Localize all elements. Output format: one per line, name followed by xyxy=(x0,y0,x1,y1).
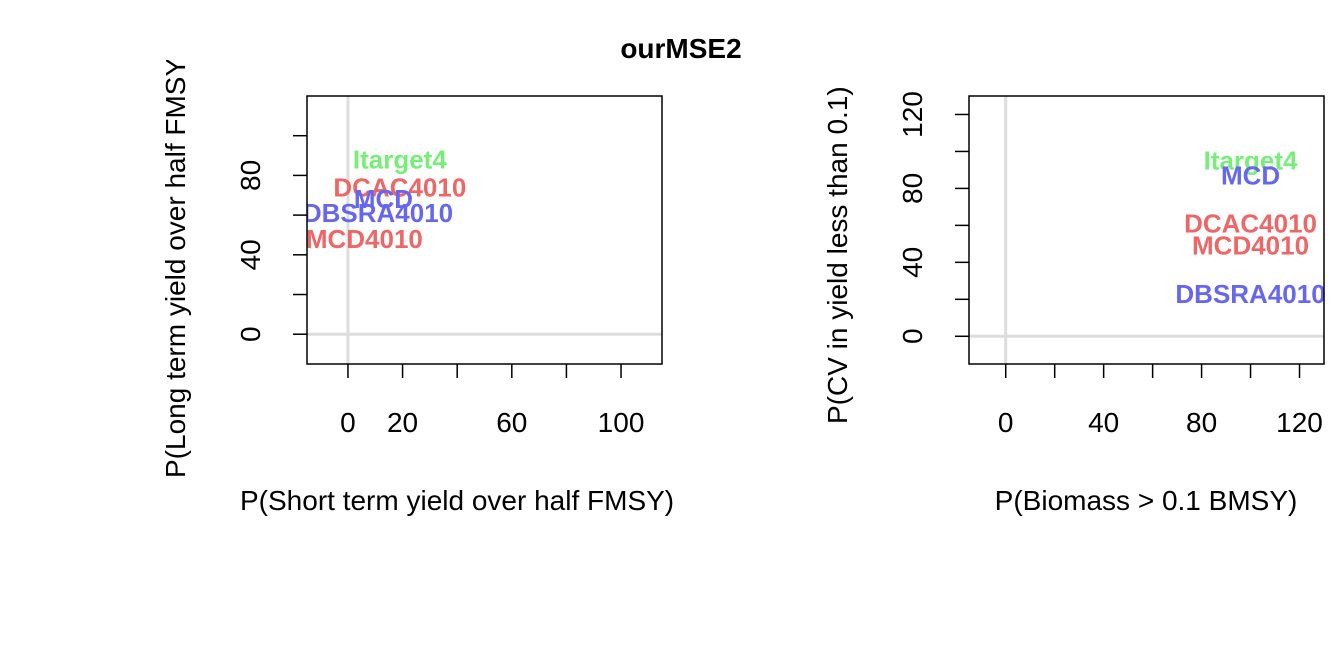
chart-title: ourMSE2 xyxy=(620,33,741,64)
y-tick-label-2: 40 xyxy=(897,247,928,278)
point-label-dbsra4010: DBSRA4010 xyxy=(303,198,453,228)
y-tick-label-2: 0 xyxy=(897,328,928,344)
x-axis-1: 0 20 60 100 xyxy=(340,364,644,438)
y-tick-label-1: 0 xyxy=(235,326,266,342)
point-label-mcd4010: MCD4010 xyxy=(1192,231,1309,261)
x-tick-label-2: 40 xyxy=(1088,407,1119,438)
x-tick-label-2: 0 xyxy=(998,407,1014,438)
x-tick-label-2: 80 xyxy=(1186,407,1217,438)
point-label-dbsra4010: DBSRA4010 xyxy=(1175,279,1325,309)
x-tick-label-2: 120 xyxy=(1276,407,1323,438)
point-label-mcd: MCD xyxy=(354,184,413,214)
y-axis-2: 0 40 80 120 xyxy=(897,91,969,344)
plot-frame-1 xyxy=(306,95,663,365)
x-axis-2: 0 40 80 120 xyxy=(998,364,1323,438)
y-axis-label-1: P(Long term yield over half FMSY) xyxy=(160,49,191,479)
y-axis-1: 0 40 80 xyxy=(235,134,307,342)
reference-lines-1 xyxy=(307,96,662,364)
y-tick-label-1: 40 xyxy=(235,239,266,270)
point-label-itarget4: Itarget4 xyxy=(353,145,447,175)
x-tick-label-1: 60 xyxy=(496,407,527,438)
x-axis-label-1: P(Short term yield over half FMSY) xyxy=(240,485,674,516)
point-label-mcd4010: MCD4010 xyxy=(306,224,423,254)
y-tick-label-2: 120 xyxy=(897,91,928,138)
point-label-dcac4010: DCAC4010 xyxy=(333,172,466,202)
x-axis-label-2: P(Biomass > 0.1 BMSY) xyxy=(995,485,1298,516)
y-axis-label-2: P(CV in yield less than 0.1) xyxy=(822,86,853,424)
x-tick-label-1: 0 xyxy=(340,407,356,438)
plot-frame-2 xyxy=(968,95,1325,365)
point-label-mcd: MCD xyxy=(1221,160,1280,190)
x-tick-label-1: 100 xyxy=(598,407,645,438)
point-label-dcac4010: DCAC4010 xyxy=(1184,209,1317,239)
reference-lines-2 xyxy=(969,96,1324,364)
y-tick-label-2: 80 xyxy=(897,173,928,204)
point-label-itarget4: Itarget4 xyxy=(1204,146,1298,176)
x-tick-label-1: 20 xyxy=(387,407,418,438)
y-tick-label-1: 80 xyxy=(235,160,266,191)
